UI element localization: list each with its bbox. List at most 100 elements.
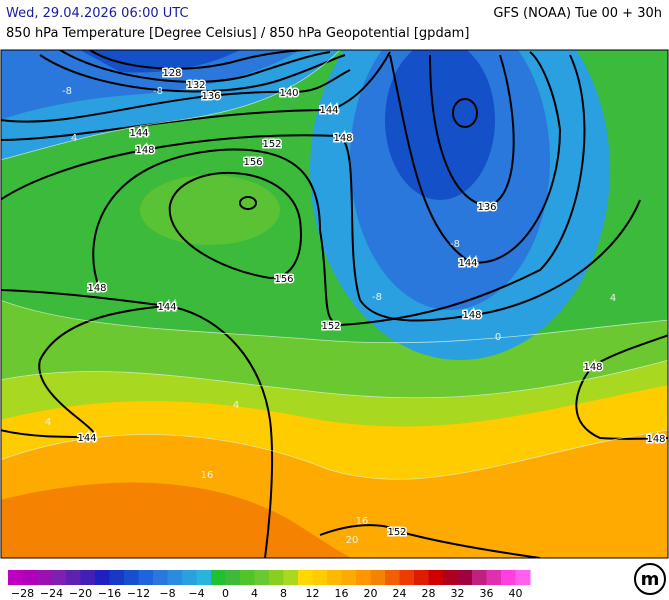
legend-swatch — [66, 570, 81, 585]
isotherms — [1, 50, 668, 480]
legend-swatch — [472, 570, 487, 585]
legend-tick-label: 20 — [364, 587, 378, 600]
legend-swatch — [167, 570, 183, 585]
temperature-label: 20 — [346, 535, 359, 546]
temp-field — [1, 482, 353, 558]
geopotential-label: 144 — [129, 128, 148, 139]
temp-field — [80, 50, 240, 73]
legend-swatch — [312, 570, 328, 585]
legend-swatch — [153, 570, 168, 585]
temperature-label: 0 — [495, 332, 501, 343]
temperature-label: -8 — [450, 239, 460, 250]
legend-swatch — [515, 570, 531, 585]
legend-tick-label: 40 — [509, 587, 523, 600]
legend-swatch — [109, 570, 125, 585]
geopotential-label: 132 — [186, 80, 205, 91]
legend-swatch — [37, 570, 52, 585]
legend-swatch — [457, 570, 473, 585]
temperature-label: -8 — [153, 86, 163, 97]
logo-circle — [634, 563, 666, 595]
geopotential-label: 140 — [279, 88, 298, 99]
legend-tick-label: 12 — [306, 587, 320, 600]
legend-tick-label: 24 — [393, 587, 407, 600]
legend-swatch — [124, 570, 139, 585]
legend-tick-label: 36 — [480, 587, 494, 600]
geopotential-label: 148 — [333, 133, 352, 144]
geopotential-label: 148 — [646, 434, 665, 445]
legend-swatch — [399, 570, 415, 585]
legend-swatch — [385, 570, 400, 585]
legend-tick-label: −24 — [40, 587, 63, 600]
legend-swatch — [225, 570, 241, 585]
geopotential-label: 136 — [201, 91, 220, 102]
geopotential-label: 148 — [135, 145, 154, 156]
legend-swatch — [182, 570, 197, 585]
legend-swatch — [501, 570, 516, 585]
legend-swatch — [370, 570, 386, 585]
legend-swatch — [298, 570, 313, 585]
temp-field — [385, 50, 495, 200]
legend-tick-label: −12 — [127, 587, 150, 600]
legend-swatch — [51, 570, 67, 585]
legend-swatch — [356, 570, 371, 585]
legend-swatch — [327, 570, 342, 585]
temperature-label: -8 — [372, 292, 382, 303]
legend-tick-label: 0 — [222, 587, 229, 600]
legend-tick-label: −28 — [11, 587, 34, 600]
temperature-label: 4 — [71, 133, 77, 144]
temp-field — [1, 50, 300, 120]
temperature-label: -8 — [62, 86, 72, 97]
legend-swatch — [254, 570, 270, 585]
geopotential-label: 144 — [319, 105, 338, 116]
temp-field — [140, 175, 280, 245]
geopotential-label: 152 — [321, 321, 340, 332]
geopotential-label: 136 — [477, 202, 496, 213]
legend-swatch — [269, 570, 284, 585]
legend-swatch — [211, 570, 226, 585]
legend-swatch — [80, 570, 96, 585]
legend-swatch — [414, 570, 429, 585]
legend-swatch — [240, 570, 255, 585]
temperature-label: 4 — [233, 400, 239, 411]
map-frame — [0, 49, 669, 559]
geopotential-label: 156 — [243, 157, 262, 168]
geopotential-label: 128 — [162, 68, 181, 79]
legend-swatch — [486, 570, 502, 585]
subtitle: 850 hPa Temperature [Degree Celsius] / 8… — [6, 26, 470, 41]
legend-swatch — [428, 570, 444, 585]
temperature-label: 4 — [45, 417, 51, 428]
legend-tick-label: −20 — [69, 587, 92, 600]
legend-swatch — [443, 570, 458, 585]
geopotential-label: 144 — [458, 258, 477, 269]
legend-swatch — [22, 570, 38, 585]
geopotential-contours — [1, 50, 668, 558]
legend-swatch — [95, 570, 110, 585]
geopotential-label: 148 — [583, 362, 602, 373]
temperature-label: 16 — [201, 470, 214, 481]
legend-tick-label: −4 — [188, 587, 204, 600]
logo: m — [641, 569, 660, 590]
model-run: GFS (NOAA) Tue 00 + 30h — [493, 6, 662, 21]
legend-tick-label: 28 — [422, 587, 436, 600]
legend-tick-label: 4 — [251, 587, 258, 600]
legend-tick-label: −8 — [159, 587, 175, 600]
geopotential-label: 148 — [87, 283, 106, 294]
temperature-label: 16 — [356, 516, 369, 527]
legend-tick-label: 16 — [335, 587, 349, 600]
legend-tick-label: 32 — [451, 587, 465, 600]
legend-tick-label: −16 — [98, 587, 121, 600]
legend-tick-label: 8 — [280, 587, 287, 600]
legend-swatch — [196, 570, 212, 585]
geopotential-label: 144 — [77, 433, 96, 444]
legend-swatch — [283, 570, 299, 585]
legend-swatch — [138, 570, 154, 585]
map-field — [1, 50, 668, 558]
geopotential-label: 156 — [274, 274, 293, 285]
geopotential-label: 148 — [462, 310, 481, 321]
legend-swatch — [341, 570, 357, 585]
temperature-label: 4 — [610, 293, 616, 304]
valid-time: Wed, 29.04.2026 06:00 UTC — [6, 6, 189, 21]
geopotential-label: 144 — [157, 302, 176, 313]
